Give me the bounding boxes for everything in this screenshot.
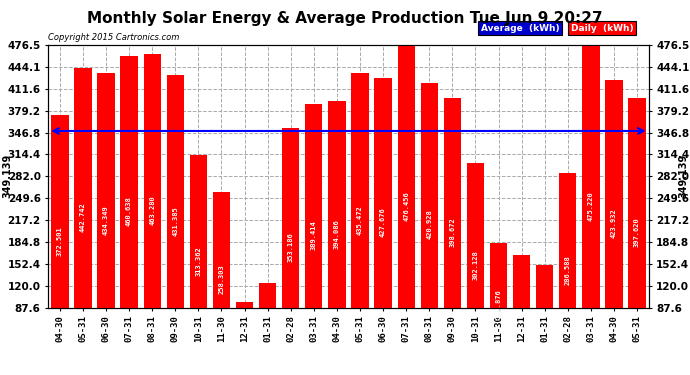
Text: Average  (kWh): Average (kWh) [480, 24, 559, 33]
Text: Monthly Solar Energy & Average Production Tue Jun 9 20:27: Monthly Solar Energy & Average Productio… [87, 11, 603, 26]
Text: 460.638: 460.638 [126, 196, 132, 226]
Text: 431.385: 431.385 [172, 206, 178, 236]
Text: 427.676: 427.676 [380, 207, 386, 237]
Bar [305, 104, 322, 367]
Text: 349.139: 349.139 [678, 154, 688, 198]
Bar [144, 54, 161, 367]
Bar [490, 243, 507, 367]
Bar [166, 75, 184, 367]
Text: 349.139: 349.139 [2, 154, 12, 198]
Bar [397, 45, 415, 367]
Bar [236, 302, 253, 367]
Bar [605, 81, 622, 367]
Bar [421, 82, 438, 367]
Bar [121, 56, 138, 367]
Bar [328, 100, 346, 367]
Text: 313.362: 313.362 [195, 246, 201, 276]
Bar [466, 163, 484, 367]
Text: 397.620: 397.620 [634, 217, 640, 247]
Bar [375, 78, 392, 367]
Text: Copyright 2015 Cartronics.com: Copyright 2015 Cartronics.com [48, 33, 179, 42]
Text: 423.932: 423.932 [611, 209, 617, 238]
Text: 302.128: 302.128 [473, 250, 478, 279]
Text: 398.672: 398.672 [449, 217, 455, 247]
Bar [97, 74, 115, 367]
Bar [51, 115, 68, 367]
Bar [351, 73, 368, 367]
Text: 442.742: 442.742 [80, 202, 86, 232]
Text: 353.186: 353.186 [288, 232, 294, 262]
Bar [75, 68, 92, 367]
Text: 420.928: 420.928 [426, 210, 432, 240]
Text: 476.456: 476.456 [403, 191, 409, 221]
Bar [259, 283, 276, 367]
Bar [444, 98, 461, 367]
Text: 389.414: 389.414 [310, 220, 317, 250]
Text: 434.349: 434.349 [103, 205, 109, 235]
Bar [190, 155, 207, 367]
Text: 258.303: 258.303 [219, 265, 224, 294]
Bar [282, 128, 299, 367]
Bar [513, 255, 531, 367]
Bar [582, 46, 600, 367]
Text: 394.086: 394.086 [334, 219, 340, 249]
Text: 463.280: 463.280 [149, 195, 155, 225]
Text: 286.588: 286.588 [565, 255, 571, 285]
Bar [629, 98, 646, 367]
Text: 372.501: 372.501 [57, 226, 63, 256]
Text: 435.472: 435.472 [357, 205, 363, 234]
Bar [213, 192, 230, 367]
Text: Daily  (kWh): Daily (kWh) [571, 24, 633, 33]
Bar [559, 173, 576, 367]
Text: 475.220: 475.220 [588, 191, 594, 221]
Text: 183.876: 183.876 [495, 290, 502, 320]
Bar [536, 265, 553, 367]
